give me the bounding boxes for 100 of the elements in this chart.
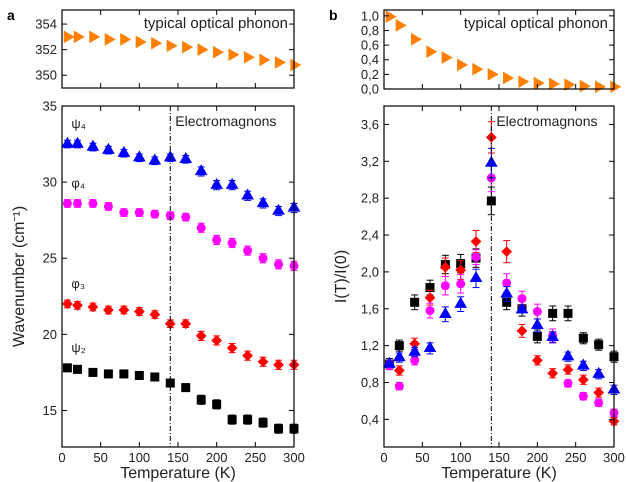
chart-title: b xyxy=(329,7,338,23)
y-tick-label: 0,8 xyxy=(360,374,379,390)
point xyxy=(532,307,542,316)
point xyxy=(120,33,132,46)
point xyxy=(410,298,420,307)
point xyxy=(426,45,438,58)
point xyxy=(210,178,224,189)
y-tick-label: 1,0 xyxy=(360,8,379,24)
point xyxy=(426,306,434,316)
point xyxy=(102,142,115,154)
point xyxy=(118,146,130,157)
y-axis-title: I(T)/I(0) xyxy=(333,250,350,304)
y-tick-label: 1,2 xyxy=(360,338,379,354)
annotation: typical optical phonon xyxy=(464,15,608,32)
point xyxy=(74,30,85,44)
point xyxy=(89,30,100,44)
point xyxy=(179,152,192,163)
y-tick-label: 3,2 xyxy=(360,154,379,169)
y-tick-label: 2,8 xyxy=(360,190,379,206)
point xyxy=(440,281,450,290)
x-tick-label: 300 xyxy=(283,450,305,465)
point xyxy=(532,332,542,341)
y-tick-label: 15 xyxy=(42,402,57,418)
point xyxy=(455,264,466,276)
point xyxy=(86,140,100,151)
point xyxy=(228,48,240,62)
point xyxy=(119,369,128,378)
point xyxy=(194,164,208,176)
point xyxy=(148,153,162,164)
point xyxy=(386,10,397,23)
point xyxy=(164,150,177,162)
y-tick-label: 20 xyxy=(42,326,57,342)
point xyxy=(486,196,496,206)
point xyxy=(61,136,74,148)
chart-title: a xyxy=(7,7,15,23)
point xyxy=(272,204,285,215)
point xyxy=(134,370,144,380)
point xyxy=(456,279,466,288)
point xyxy=(198,43,209,56)
y-tick-label: 2,4 xyxy=(360,228,379,243)
point xyxy=(426,283,434,292)
point xyxy=(64,30,75,44)
point xyxy=(470,236,482,247)
point xyxy=(104,369,113,378)
y-tick-label: 0,8 xyxy=(360,22,379,38)
point xyxy=(72,364,82,374)
point xyxy=(212,46,224,59)
point xyxy=(548,78,560,90)
series-label: φ₃ xyxy=(71,276,86,291)
x-axis-title: Temperature (K) xyxy=(441,465,557,482)
point xyxy=(564,308,572,318)
point xyxy=(150,372,160,382)
point xyxy=(88,368,98,377)
point xyxy=(274,56,286,69)
point xyxy=(181,383,190,392)
x-tick-label: 50 xyxy=(93,450,108,465)
point xyxy=(548,308,558,318)
x-axis-title: Temperature (K) xyxy=(120,465,236,482)
point xyxy=(62,363,72,372)
point xyxy=(132,150,146,162)
y-axis-title: Wavenumber (cm⁻¹) xyxy=(11,206,28,348)
point xyxy=(256,196,270,208)
x-tick-label: 0 xyxy=(380,450,388,465)
point xyxy=(472,62,484,76)
x-tick-label: 150 xyxy=(488,450,510,465)
series-label: ψ₂ xyxy=(71,340,86,355)
point xyxy=(456,58,468,72)
y-tick-label: 0,6 xyxy=(360,38,379,53)
point xyxy=(424,292,436,304)
x-tick-label: 300 xyxy=(603,450,625,465)
y-tick-label: 0,2 xyxy=(360,66,379,82)
y-tick-label: 0,4 xyxy=(360,412,379,427)
y-tick-label: 352 xyxy=(35,42,57,58)
point xyxy=(104,33,116,46)
point xyxy=(488,68,499,81)
point xyxy=(71,136,84,148)
point xyxy=(166,378,175,388)
x-tick-label: 200 xyxy=(526,450,548,465)
y-tick-label: 35 xyxy=(42,98,57,114)
series-label: φ₄ xyxy=(71,175,86,190)
series-label: ψ₄ xyxy=(71,116,86,132)
ref-line-label: Electromagnons xyxy=(496,113,598,129)
x-tick-label: 100 xyxy=(450,450,472,465)
x-tick-label: 100 xyxy=(128,450,150,465)
annotation: typical optical phonon xyxy=(144,15,288,32)
ref-line-label: Electromagnons xyxy=(175,113,276,129)
point xyxy=(502,72,514,84)
point xyxy=(564,78,576,91)
point xyxy=(518,75,530,88)
point xyxy=(442,51,453,64)
point xyxy=(136,36,147,48)
y-tick-label: 350 xyxy=(35,68,57,83)
point xyxy=(241,188,254,200)
point xyxy=(226,178,238,189)
point xyxy=(534,76,545,90)
y-tick-label: 354 xyxy=(35,16,57,32)
x-tick-label: 250 xyxy=(244,450,266,465)
y-tick-label: 25 xyxy=(42,250,57,266)
point xyxy=(396,19,407,32)
point xyxy=(151,36,162,50)
